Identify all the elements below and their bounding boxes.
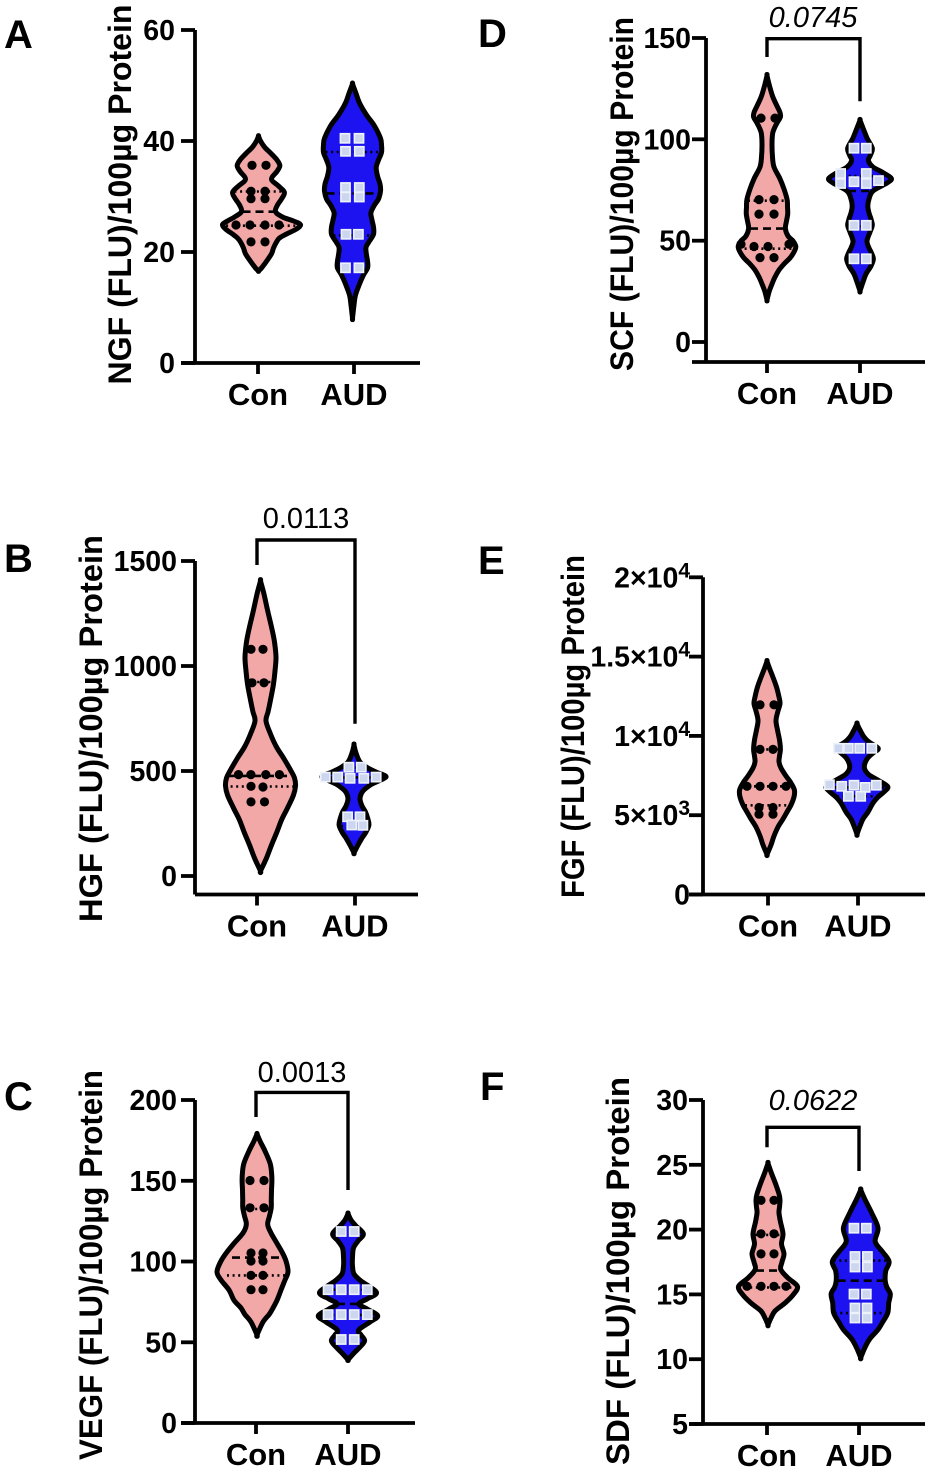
svg-text:0: 0 [161,1408,177,1440]
svg-text:D: D [478,12,507,56]
svg-text:0.0113: 0.0113 [263,503,350,535]
svg-text:100: 100 [643,124,691,156]
svg-text:100: 100 [129,1247,177,1279]
svg-text:0.0745: 0.0745 [769,2,859,34]
svg-text:30: 30 [656,1085,688,1117]
svg-text:0.0622: 0.0622 [769,1085,858,1117]
svg-text:15: 15 [656,1279,688,1311]
svg-text:Con: Con [226,1437,286,1470]
svg-text:AUD: AUD [321,909,388,944]
svg-text:FGF (FLU)/100µg Protein: FGF (FLU)/100µg Protein [555,555,591,898]
svg-text:500: 500 [129,756,177,788]
svg-text:0: 0 [674,880,690,912]
svg-text:1000: 1000 [114,651,177,683]
svg-text:HGF (FLU)/100µg Protein: HGF (FLU)/100µg Protein [73,535,109,922]
svg-text:2×104: 2×104 [614,559,690,594]
svg-text:C: C [4,1075,33,1119]
svg-text:Con: Con [737,1438,797,1470]
svg-text:VEGF (FLU)/100µg Protein: VEGF (FLU)/100µg Protein [73,1070,109,1460]
svg-text:0: 0 [675,327,691,359]
svg-text:0: 0 [159,348,175,380]
svg-text:150: 150 [129,1166,177,1198]
svg-text:5×103: 5×103 [614,797,690,832]
svg-text:AUD: AUD [825,1438,892,1470]
svg-text:A: A [4,13,33,57]
svg-text:0: 0 [161,861,177,893]
svg-text:1×104: 1×104 [614,718,690,753]
svg-text:20: 20 [143,237,175,269]
svg-text:150: 150 [643,23,691,55]
svg-text:AUD: AUD [320,377,387,412]
svg-text:Con: Con [737,376,797,411]
svg-text:60: 60 [143,15,175,47]
svg-text:200: 200 [129,1085,177,1117]
svg-text:B: B [4,537,33,581]
svg-text:40: 40 [143,126,175,158]
svg-text:5: 5 [672,1409,688,1441]
svg-text:E: E [478,539,505,583]
svg-text:AUD: AUD [824,909,891,944]
svg-text:0.0013: 0.0013 [258,1057,347,1089]
svg-text:NGF (FLU)/100µg Protein: NGF (FLU)/100µg Protein [102,5,138,385]
svg-text:20: 20 [656,1215,688,1247]
svg-text:1.5×104: 1.5×104 [590,639,690,674]
svg-text:25: 25 [656,1150,688,1182]
svg-text:Con: Con [227,909,287,944]
svg-text:F: F [480,1065,504,1109]
svg-text:50: 50 [659,226,691,258]
svg-text:SCF (FLU)/100µg Protein: SCF (FLU)/100µg Protein [604,17,640,371]
svg-text:Con: Con [228,377,288,412]
svg-text:1500: 1500 [114,546,177,578]
svg-text:AUD: AUD [826,376,893,411]
svg-text:AUD: AUD [314,1437,381,1470]
svg-text:50: 50 [145,1327,177,1359]
svg-text:Con: Con [738,909,798,944]
svg-text:10: 10 [656,1344,688,1376]
svg-text:SDF (FLU)/100µg Protein: SDF (FLU)/100µg Protein [600,1077,636,1465]
